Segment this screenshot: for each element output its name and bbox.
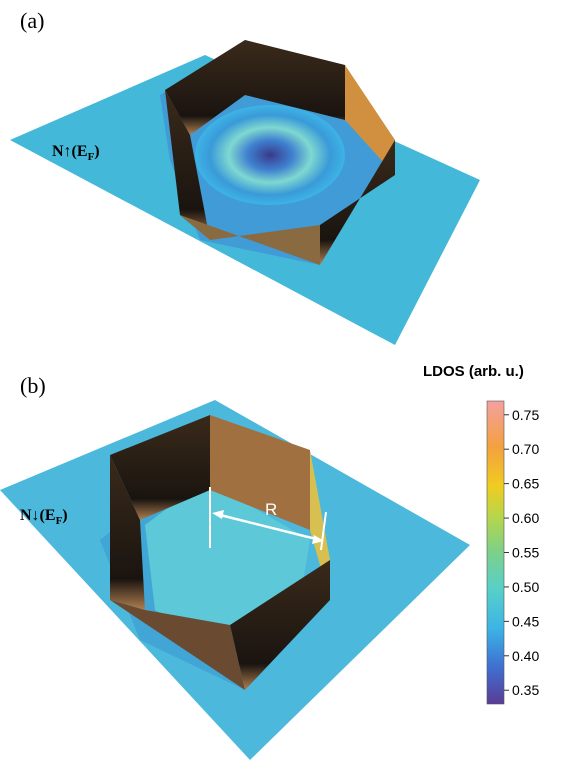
quantity-subscript: F (56, 515, 63, 527)
tick-label: 0.60 (512, 510, 539, 526)
tick-label: 0.70 (512, 441, 539, 457)
quantity-symbol: N↓(E (20, 507, 56, 524)
tick-label: 0.40 (512, 648, 539, 664)
colorbar (486, 400, 505, 705)
quantity-close: ) (94, 143, 99, 160)
panel-label: (a) (20, 8, 44, 33)
quantity-symbol: N↑(E (52, 143, 88, 160)
quantity-close: ) (62, 507, 67, 524)
annotation: R (265, 500, 277, 519)
tick-label: 0.65 (512, 476, 539, 492)
quantity-label: N↑(EF) (52, 143, 100, 163)
quantity-subscript: F (88, 151, 95, 163)
tick-label: 0.45 (512, 613, 539, 629)
tick-label: 0.75 (512, 407, 539, 423)
quantity-label: N↓(EF) (20, 507, 68, 527)
surface-b (0, 400, 470, 760)
tick-label: 0.50 (512, 579, 539, 595)
tick-label: 0.35 (512, 682, 539, 698)
tick-label: 0.55 (512, 545, 539, 561)
colorbar-title: LDOS (arb. u.) (423, 363, 524, 380)
surface-a (10, 40, 480, 345)
panel-label: (b) (20, 373, 46, 398)
